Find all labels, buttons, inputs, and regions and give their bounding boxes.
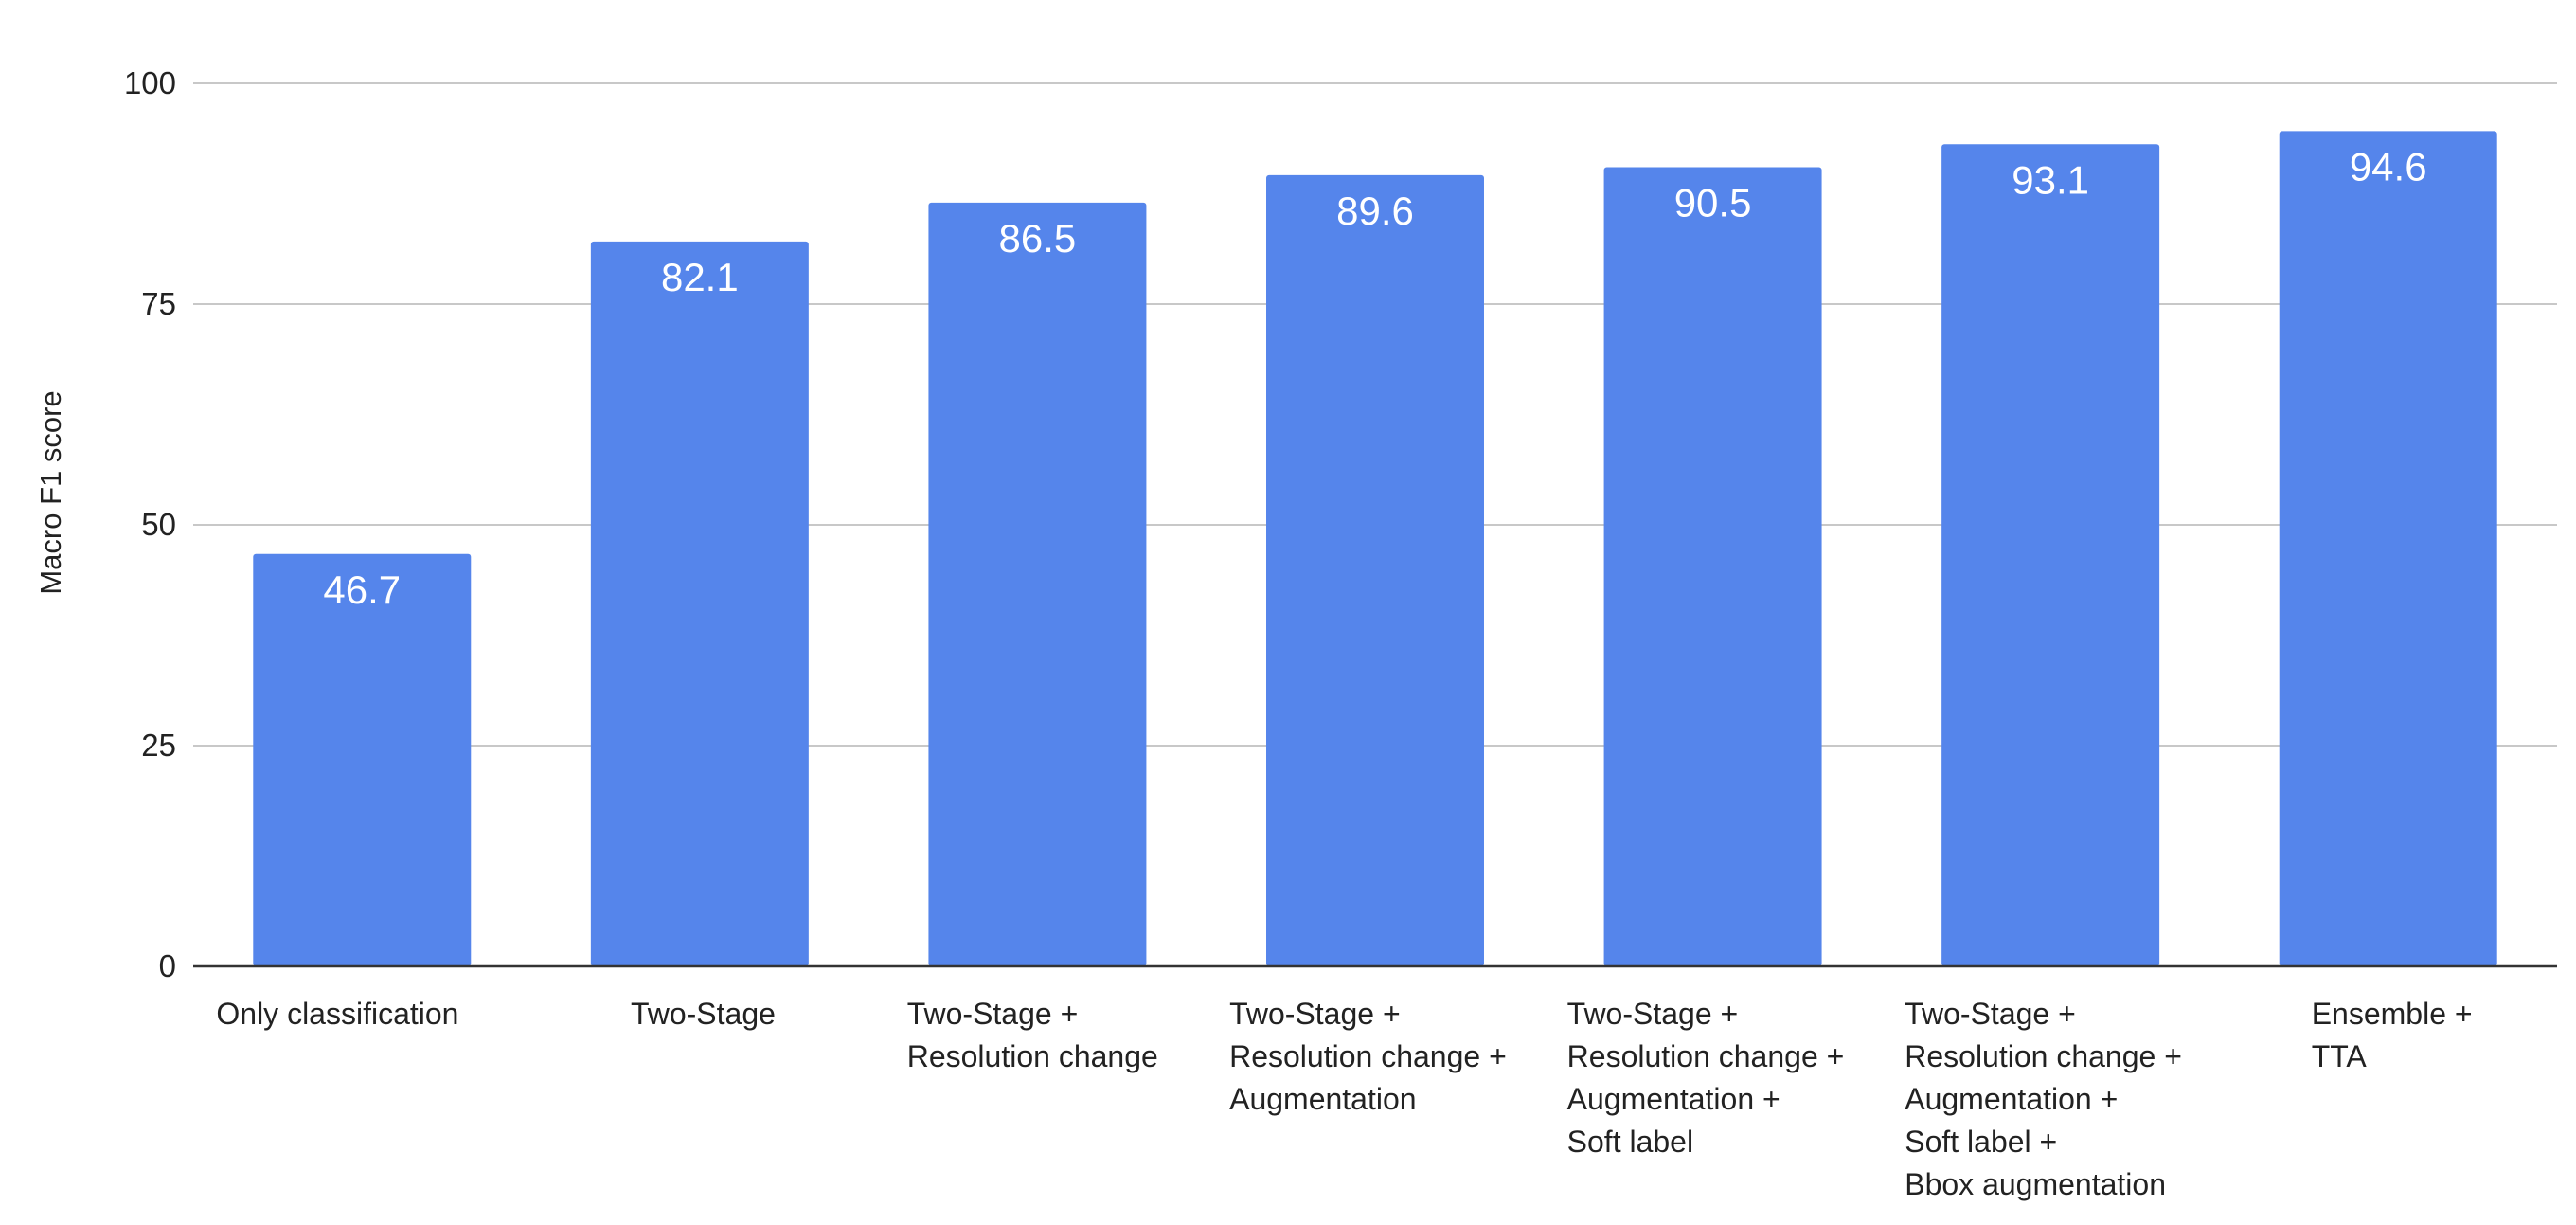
x-category-label-line: Two-Stage + — [1229, 997, 1401, 1031]
x-category-label-line: TTA — [2312, 1039, 2368, 1073]
x-category-label-line: Two-Stage — [631, 997, 776, 1031]
x-category-label-line: Augmentation + — [1567, 1082, 1780, 1116]
data-label: 94.6 — [2350, 144, 2427, 189]
y-tick-label: 100 — [124, 65, 176, 100]
x-category-label: Two-Stage + Resolution change + Augmentati… — [1567, 997, 1845, 1159]
x-category-label: Two-Stage + Resolution change + Augmentati… — [1229, 997, 1507, 1116]
x-category-label: Ensemble + TTA — [2312, 997, 2473, 1073]
x-category-label-line: Resolution change + — [1229, 1039, 1507, 1073]
x-category-label-line: Bbox augmentation — [1905, 1167, 2166, 1201]
x-category-label: Two-Stage + Resolution change — [907, 997, 1158, 1073]
bar — [2279, 131, 2497, 966]
x-category-label-line: Soft label — [1567, 1125, 1693, 1159]
data-label: 93.1 — [2012, 157, 2089, 202]
x-category-label: Two-Stage + Resolution change + Augmentati… — [1905, 997, 2182, 1201]
axes: 0 25 50 75 100 Only classification Two-Stage Tw… — [124, 65, 2557, 1201]
x-category-label-line: Soft label + — [1905, 1125, 2057, 1159]
bar — [253, 553, 472, 966]
x-category-label-line: Two-Stage + — [1567, 997, 1739, 1031]
x-category-label-line: Ensemble + — [2312, 997, 2473, 1031]
x-category-label-line: Augmentation + — [1905, 1082, 2118, 1116]
data-label: 82.1 — [661, 255, 739, 299]
y-tick-label: 50 — [141, 507, 176, 542]
x-category-label-line: Augmentation — [1229, 1082, 1416, 1116]
bar — [1941, 144, 2160, 967]
x-category-label-line: Only classification — [216, 997, 458, 1031]
data-label: 86.5 — [999, 216, 1077, 261]
x-category-label: Only classification — [216, 997, 458, 1031]
bars: 46.7 82.1 86.5 89.6 90.5 93.1 94.6 — [253, 131, 2497, 967]
x-category-label-line: Two-Stage + — [1905, 997, 2076, 1031]
bar — [1266, 174, 1484, 967]
bar — [928, 202, 1147, 966]
x-category-label-line: Two-Stage + — [907, 997, 1079, 1031]
data-label: 90.5 — [1674, 181, 1752, 225]
data-label: 46.7 — [323, 567, 401, 612]
data-label: 89.6 — [1336, 189, 1414, 233]
x-category-label-line: Resolution change + — [1905, 1039, 2182, 1073]
x-category-label: Two-Stage — [631, 997, 776, 1031]
y-axis-title: Macro F1 score — [34, 390, 67, 594]
y-tick-label: 0 — [159, 948, 176, 983]
y-tick-label: 25 — [141, 728, 176, 763]
bar — [1603, 167, 1822, 967]
y-tick-label: 75 — [141, 286, 176, 321]
x-category-label-line: Resolution change — [907, 1039, 1158, 1073]
bar — [590, 241, 809, 966]
x-category-label-line: Resolution change + — [1567, 1039, 1845, 1073]
